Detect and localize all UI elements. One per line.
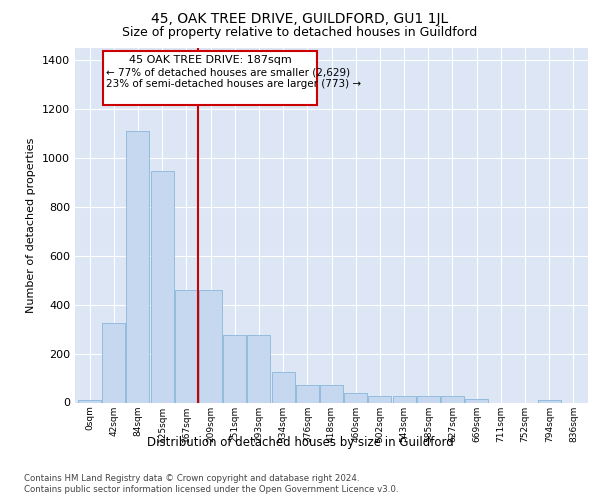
Bar	[368, 396, 391, 402]
Bar	[441, 396, 464, 402]
Bar	[320, 386, 343, 402]
Bar	[465, 399, 488, 402]
Bar	[538, 400, 561, 402]
Bar	[417, 396, 440, 402]
Text: 23% of semi-detached houses are larger (773) →: 23% of semi-detached houses are larger (…	[106, 80, 362, 90]
Text: 45, OAK TREE DRIVE, GUILDFORD, GU1 1JL: 45, OAK TREE DRIVE, GUILDFORD, GU1 1JL	[151, 12, 449, 26]
Text: Contains HM Land Registry data © Crown copyright and database right 2024.: Contains HM Land Registry data © Crown c…	[24, 474, 359, 483]
Bar	[344, 392, 367, 402]
Bar	[247, 335, 271, 402]
Y-axis label: Number of detached properties: Number of detached properties	[26, 138, 37, 312]
Bar	[392, 396, 416, 402]
Text: Contains public sector information licensed under the Open Government Licence v3: Contains public sector information licen…	[24, 485, 398, 494]
Bar	[175, 290, 198, 403]
Bar	[103, 51, 317, 105]
Text: Distribution of detached houses by size in Guildford: Distribution of detached houses by size …	[146, 436, 454, 449]
Bar	[78, 400, 101, 402]
Bar	[127, 130, 149, 402]
Text: 45 OAK TREE DRIVE: 187sqm: 45 OAK TREE DRIVE: 187sqm	[128, 55, 291, 65]
Bar	[199, 290, 222, 403]
Text: Size of property relative to detached houses in Guildford: Size of property relative to detached ho…	[122, 26, 478, 39]
Text: ← 77% of detached houses are smaller (2,629): ← 77% of detached houses are smaller (2,…	[106, 67, 350, 77]
Bar	[272, 372, 295, 402]
Bar	[296, 386, 319, 402]
Bar	[223, 335, 246, 402]
Bar	[102, 323, 125, 402]
Bar	[151, 171, 173, 402]
